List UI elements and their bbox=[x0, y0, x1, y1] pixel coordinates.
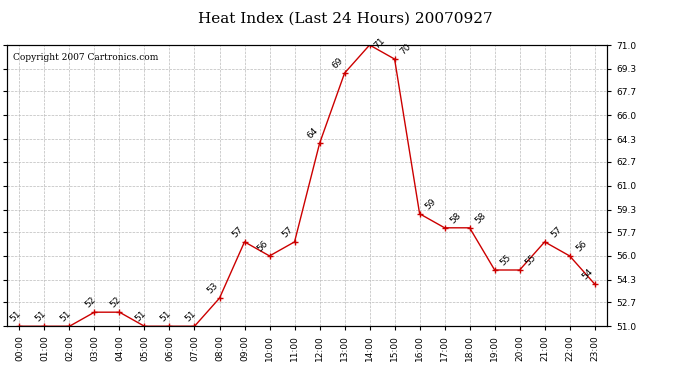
Text: 56: 56 bbox=[255, 238, 270, 253]
Text: 69: 69 bbox=[331, 56, 345, 70]
Text: Copyright 2007 Cartronics.com: Copyright 2007 Cartronics.com bbox=[13, 54, 158, 62]
Text: 55: 55 bbox=[524, 253, 538, 267]
Text: 51: 51 bbox=[33, 309, 48, 324]
Text: 58: 58 bbox=[474, 210, 489, 225]
Text: Heat Index (Last 24 Hours) 20070927: Heat Index (Last 24 Hours) 20070927 bbox=[198, 11, 492, 25]
Text: 71: 71 bbox=[373, 36, 387, 51]
Text: 51: 51 bbox=[184, 309, 198, 324]
Text: 52: 52 bbox=[108, 295, 123, 309]
Text: 57: 57 bbox=[549, 225, 563, 239]
Text: 51: 51 bbox=[159, 309, 173, 324]
Text: 51: 51 bbox=[133, 309, 148, 324]
Text: 53: 53 bbox=[206, 281, 220, 296]
Text: 59: 59 bbox=[424, 196, 438, 211]
Text: 52: 52 bbox=[83, 295, 98, 309]
Text: 58: 58 bbox=[448, 210, 463, 225]
Text: 55: 55 bbox=[499, 253, 513, 267]
Text: 64: 64 bbox=[306, 126, 320, 141]
Text: 54: 54 bbox=[581, 267, 595, 281]
Text: 57: 57 bbox=[230, 225, 245, 239]
Text: 70: 70 bbox=[399, 42, 413, 56]
Text: 51: 51 bbox=[59, 309, 73, 324]
Text: 57: 57 bbox=[281, 225, 295, 239]
Text: 56: 56 bbox=[574, 238, 589, 253]
Text: 51: 51 bbox=[8, 309, 23, 324]
